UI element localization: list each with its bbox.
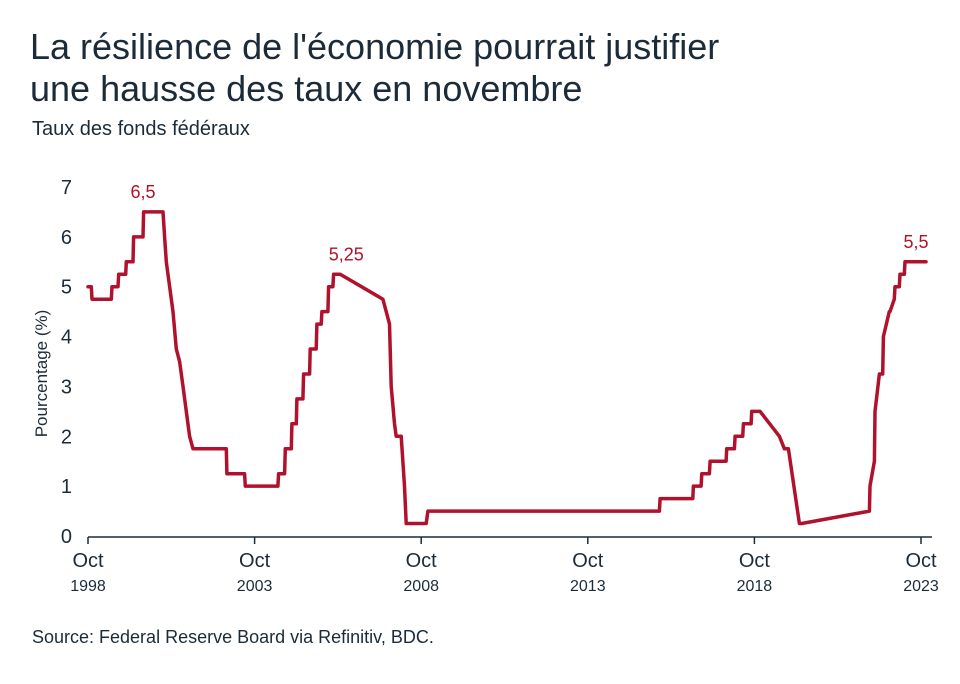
chart-title-line-1: La résilience de l'économie pourrait jus… bbox=[30, 26, 720, 67]
x-tick-label-year: 1998 bbox=[70, 578, 106, 595]
x-tick-label-year: 2003 bbox=[237, 578, 273, 595]
y-tick-label: 0 bbox=[61, 526, 72, 548]
series-line-fed-funds bbox=[86, 210, 928, 526]
chart-title: La résilience de l'économie pourrait jus… bbox=[30, 26, 930, 110]
peak-label: 6,5 bbox=[130, 182, 155, 202]
x-tick-label-month: Oct bbox=[905, 550, 937, 572]
x-tick-label-year: 2023 bbox=[903, 578, 939, 595]
y-tick-label: 7 bbox=[61, 177, 72, 199]
y-tick-label: 4 bbox=[61, 327, 72, 349]
x-tick-label-year: 2018 bbox=[737, 578, 773, 595]
x-tick-label-month: Oct bbox=[406, 550, 438, 572]
y-tick-label: 1 bbox=[61, 476, 72, 498]
x-tick-label-month: Oct bbox=[572, 550, 604, 572]
y-tick-label: 2 bbox=[61, 426, 72, 448]
peak-label: 5,5 bbox=[903, 232, 928, 252]
x-tick-label-month: Oct bbox=[739, 550, 771, 572]
x-tick-label-month: Oct bbox=[72, 550, 104, 572]
peak-label: 5,25 bbox=[329, 244, 364, 264]
x-tick-label-year: 2013 bbox=[570, 578, 606, 595]
chart-subtitle: Taux des fonds fédéraux bbox=[32, 118, 250, 140]
y-axis-label: Pourcentage (%) bbox=[32, 310, 51, 438]
x-tick-label-month: Oct bbox=[239, 550, 271, 572]
series-group bbox=[86, 210, 928, 526]
y-tick-label: 6 bbox=[61, 227, 72, 249]
peak-annotations: 6,5 5,25 5,5 bbox=[130, 182, 928, 264]
y-tick-label: 5 bbox=[61, 277, 72, 299]
x-axis: Oct 1998 Oct 2003 Oct 2008 Oct 2013 Oct 2018 Oct 20… bbox=[70, 536, 939, 595]
x-tick-label-year: 2008 bbox=[403, 578, 439, 595]
chart-title-line-2: une hausse des taux en novembre bbox=[30, 68, 583, 109]
source-note: Source: Federal Reserve Board via Refini… bbox=[32, 627, 434, 647]
y-axis: 0 1 2 3 4 5 6 7 bbox=[61, 177, 72, 548]
y-tick-label: 3 bbox=[61, 376, 72, 398]
